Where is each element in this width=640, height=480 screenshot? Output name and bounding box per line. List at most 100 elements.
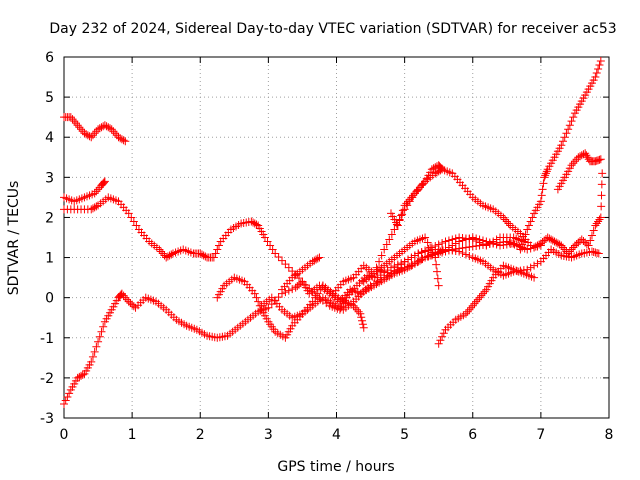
data-point: [595, 61, 604, 70]
series-arc-d: [60, 237, 545, 408]
data-point: [274, 293, 283, 302]
data-point: [92, 187, 101, 196]
data-point: [354, 307, 363, 316]
data-point: [559, 243, 568, 252]
y-axis-label: SDTVAR / TECUs: [6, 181, 22, 296]
data-point: [87, 357, 96, 366]
data-point: [423, 238, 432, 247]
data-point: [252, 293, 261, 302]
data-point: [132, 221, 141, 230]
data-point: [583, 153, 592, 162]
data-point: [526, 263, 535, 272]
data-point: [100, 177, 109, 186]
series-arc-g: [278, 253, 324, 294]
data-point: [594, 217, 603, 226]
data-point: [559, 137, 568, 146]
data-point: [444, 236, 453, 245]
data-point: [214, 241, 223, 250]
data-point: [404, 255, 413, 264]
data-point: [434, 281, 443, 290]
data-point: [477, 291, 486, 300]
data-point: [308, 257, 317, 266]
data-point: [539, 179, 548, 188]
data-point: [567, 161, 576, 170]
x-tick-label: 1: [128, 427, 137, 443]
data-point: [61, 396, 70, 405]
series-arc-e: [213, 165, 535, 342]
data-point: [88, 131, 97, 140]
data-point: [376, 266, 385, 275]
y-tick-label: 4: [45, 130, 54, 146]
data-point: [99, 179, 108, 188]
data-point: [465, 234, 474, 243]
data-point: [213, 245, 222, 254]
data-point: [119, 136, 128, 145]
grid: [64, 57, 609, 418]
x-axis-label: GPS time / hours: [277, 459, 394, 475]
data-point: [414, 249, 423, 258]
data-point: [65, 389, 74, 398]
y-tick-label: 2: [45, 210, 54, 226]
y-tick-labels: -3 -2 -1 0 1 2 3 4 5 6: [40, 50, 54, 427]
data-point: [424, 246, 433, 255]
data-point: [592, 69, 601, 78]
data-point: [90, 347, 99, 356]
data-point: [531, 242, 540, 251]
data-point: [530, 243, 539, 252]
data-point: [312, 255, 321, 264]
x-tick-label: 7: [536, 427, 545, 443]
data-point: [499, 241, 508, 250]
x-tick-label: 5: [400, 427, 409, 443]
data-point: [569, 243, 578, 252]
data-point: [129, 302, 138, 311]
data-point: [587, 231, 596, 240]
data-point: [589, 226, 598, 235]
data-point: [252, 220, 261, 229]
data-point: [586, 236, 595, 245]
data-point: [117, 289, 126, 298]
data-point: [567, 245, 576, 254]
data-point: [66, 113, 75, 122]
data-point: [90, 129, 99, 138]
data-point: [519, 235, 528, 244]
data-point: [400, 201, 409, 210]
data-point: [441, 245, 450, 254]
data-point: [123, 295, 132, 304]
data-point: [75, 123, 84, 132]
data-point: [95, 332, 104, 341]
data-point: [433, 274, 442, 283]
data-point: [373, 265, 382, 274]
data-point: [524, 221, 533, 230]
data-point: [129, 217, 138, 226]
data-point: [315, 253, 324, 262]
data-point: [567, 117, 576, 126]
x-tick-label: 0: [60, 427, 69, 443]
data-point: [553, 239, 562, 248]
data-point: [88, 352, 97, 361]
data-point: [437, 164, 446, 173]
data-point: [461, 309, 470, 318]
data-point: [584, 241, 593, 250]
data-point: [504, 219, 513, 228]
data-point: [165, 251, 174, 260]
data-point: [116, 134, 125, 143]
data-point: [94, 337, 103, 346]
data-point: [102, 122, 111, 131]
data-point: [597, 180, 606, 189]
data-point: [541, 171, 550, 180]
data-point: [468, 301, 477, 310]
data-point: [421, 233, 430, 242]
y-tick-label: 0: [45, 291, 54, 307]
data-point: [581, 149, 590, 158]
data-point: [565, 121, 574, 130]
data-point: [541, 169, 550, 178]
data-point: [509, 267, 518, 276]
data-point: [516, 266, 525, 275]
series-arc-n: [553, 149, 605, 194]
data-point: [591, 221, 600, 230]
data-point: [395, 216, 404, 225]
data-point: [92, 342, 101, 351]
data-point: [157, 247, 166, 256]
data-point: [499, 213, 508, 222]
data-point: [70, 117, 79, 126]
